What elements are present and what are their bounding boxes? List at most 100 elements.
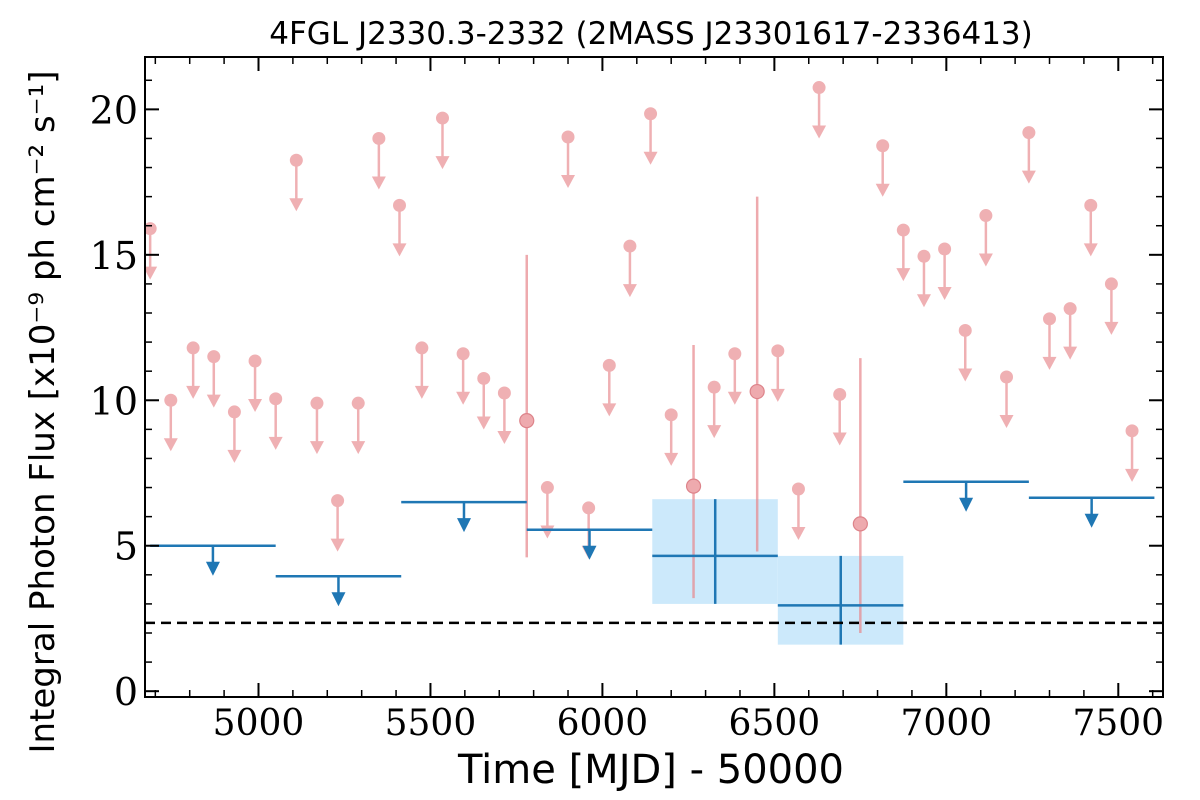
upper-limit-point (248, 354, 262, 368)
upper-limit-arrow-head (476, 416, 491, 430)
short-bin-upper-limit (414, 341, 429, 399)
short-bin-upper-limit (309, 396, 324, 455)
upper-limit-point (372, 131, 386, 145)
upper-limit-arrow-head (1021, 170, 1036, 184)
upper-limit-point (728, 347, 742, 361)
upper-limit-arrow-head (643, 151, 658, 165)
long-bin-upper-limit (401, 500, 527, 533)
long-bin-upper-limit (1028, 496, 1155, 528)
short-bin-upper-limit (1021, 126, 1036, 184)
upper-limit-point (1084, 198, 1098, 212)
chart-title: 4FGL J2330.3-2332 (2MASS J23301617-23364… (269, 16, 1033, 52)
short-bin-upper-limit (643, 107, 658, 165)
long-bin-arrow-head (582, 545, 597, 560)
upper-limit-point (164, 393, 178, 407)
upper-limit-point (1043, 312, 1057, 326)
upper-limit-point (540, 481, 554, 495)
upper-limit-point (456, 347, 470, 361)
upper-limit-arrow-head (456, 391, 471, 405)
short-bin-upper-limit (371, 131, 386, 190)
upper-limit-arrow-head (392, 243, 407, 257)
long-bin-arrow-head (331, 592, 346, 607)
short-bin-upper-limit (978, 209, 993, 267)
short-bin-upper-limit (770, 344, 785, 402)
upper-limit-arrow-head (1125, 468, 1140, 482)
upper-limit-point (1000, 370, 1014, 384)
upper-limit-arrow-head (937, 287, 952, 300)
upper-limit-point (227, 405, 241, 419)
upper-limit-arrow-head (540, 525, 555, 539)
upper-limit-point (186, 341, 200, 355)
x-tick-label: 7000 (901, 703, 993, 744)
plot-area: 5000 5500 6000 6500 7000 7500 0 5 10 15 20 (90, 56, 1164, 744)
upper-limit-arrow-head (664, 452, 679, 466)
short-bin-upper-limit (392, 198, 407, 257)
upper-limit-point (876, 139, 890, 153)
upper-limit-arrow-head (163, 438, 178, 452)
upper-limit-arrow-head (435, 156, 450, 170)
long-bin-upper-limit (275, 575, 402, 607)
upper-limit-point (644, 107, 658, 121)
upper-limit-arrow-head (248, 399, 263, 412)
upper-limit-arrow-head (770, 388, 785, 402)
upper-limit-arrow-head (875, 183, 890, 197)
upper-limit-arrow-head (561, 175, 576, 188)
short-bin-upper-limit (456, 347, 471, 405)
upper-limit-point (917, 249, 931, 263)
upper-limit-arrow-head (206, 394, 221, 408)
x-tick-label: 6500 (729, 703, 821, 744)
upper-limit-arrow-head (832, 432, 847, 446)
short-bin-upper-limit (435, 111, 450, 170)
short-bin-detection (852, 358, 868, 633)
upper-limit-point (561, 130, 575, 144)
axes-frame (144, 56, 1164, 698)
upper-limit-point (771, 344, 785, 358)
upper-limit-arrow-head (268, 436, 283, 450)
short-bin-upper-limit (602, 358, 617, 417)
upper-limit-point (289, 153, 303, 167)
upper-limit-arrow-head (145, 266, 158, 280)
upper-limit-arrow-head (622, 284, 637, 298)
detection-point (749, 383, 765, 400)
upper-limit-point (497, 386, 511, 400)
short-bin-upper-limit (561, 130, 576, 188)
x-tick-label: 5500 (385, 703, 477, 744)
upper-limit-arrow-head (227, 449, 242, 463)
short-bin-upper-limit (1083, 198, 1098, 257)
short-bin-upper-limit (268, 392, 283, 450)
upper-limit-point (477, 371, 491, 385)
upper-limit-arrow-head (727, 391, 742, 405)
upper-limit-arrow-head (309, 441, 324, 455)
short-bin-upper-limit (476, 371, 491, 430)
upper-limit-arrow-head (330, 538, 345, 552)
short-bin-upper-limit (248, 354, 263, 412)
upper-limit-point (664, 408, 678, 422)
upper-limit-arrow-head (812, 125, 827, 139)
short-bin-upper-limit (727, 347, 742, 405)
upper-limit-arrow-head (978, 253, 993, 267)
plot-content (145, 81, 1163, 645)
upper-limit-point (833, 387, 847, 401)
short-bin-upper-limit (289, 153, 304, 212)
long-bin-upper-limit (150, 544, 276, 576)
detection-point (685, 478, 702, 494)
upper-limit-arrow-head (999, 415, 1014, 428)
short-bin-upper-limit (832, 387, 847, 446)
short-bin-upper-limit (163, 393, 178, 452)
upper-limit-point (623, 239, 637, 253)
upper-limit-point (938, 242, 952, 256)
upper-limit-arrow-head (958, 368, 973, 382)
upper-limit-arrow-head (497, 431, 512, 444)
short-bin-upper-limit (1042, 312, 1057, 370)
upper-limit-point (896, 223, 910, 237)
short-bin-upper-limit (1063, 302, 1078, 360)
long-bin-upper-limit (903, 480, 1029, 512)
short-bin-upper-limit (1125, 424, 1140, 482)
short-bin-upper-limit (186, 341, 201, 399)
upper-limit-point (707, 380, 721, 394)
upper-limit-arrow-head (371, 176, 386, 190)
upper-limit-point (791, 482, 805, 496)
long-bin-detection (777, 555, 904, 645)
